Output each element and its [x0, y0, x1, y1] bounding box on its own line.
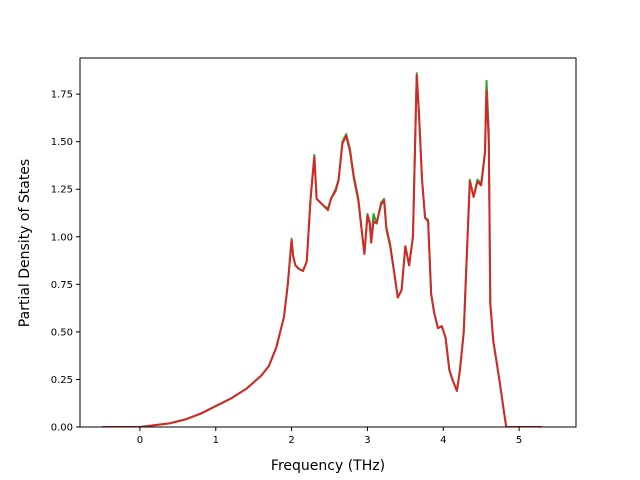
y-tick-label: 1.25 [51, 185, 73, 196]
x-tick-label: 5 [516, 435, 522, 446]
y-tick-label: 1.00 [51, 232, 73, 243]
x-axis-label: Frequency (THz) [271, 458, 385, 474]
x-tick-label: 2 [288, 435, 294, 446]
x-tick-label: 1 [213, 435, 219, 446]
y-tick-label: 0.75 [51, 280, 73, 291]
y-tick-label: 0.50 [51, 327, 73, 338]
y-axis-label: Partial Density of States [17, 159, 33, 327]
x-tick-label: 0 [137, 435, 143, 446]
y-tick-label: 0.00 [51, 423, 73, 434]
y-tick-label: 0.25 [51, 375, 73, 386]
x-tick-label: 3 [364, 435, 370, 446]
y-tick-label: 1.50 [51, 137, 73, 148]
axes-frame [79, 57, 577, 428]
y-tick-label: 1.75 [51, 90, 73, 101]
plot-area [80, 58, 576, 427]
x-tick-label: 4 [440, 435, 446, 446]
series-layer [101, 72, 542, 427]
series-line-2 [101, 74, 542, 427]
plot-background [80, 58, 576, 427]
axes-layer: 0 1 2 3 4 5 0.00 0.25 0.50 0.75 1.00 1.25 1.50 1.75 [51, 57, 577, 446]
